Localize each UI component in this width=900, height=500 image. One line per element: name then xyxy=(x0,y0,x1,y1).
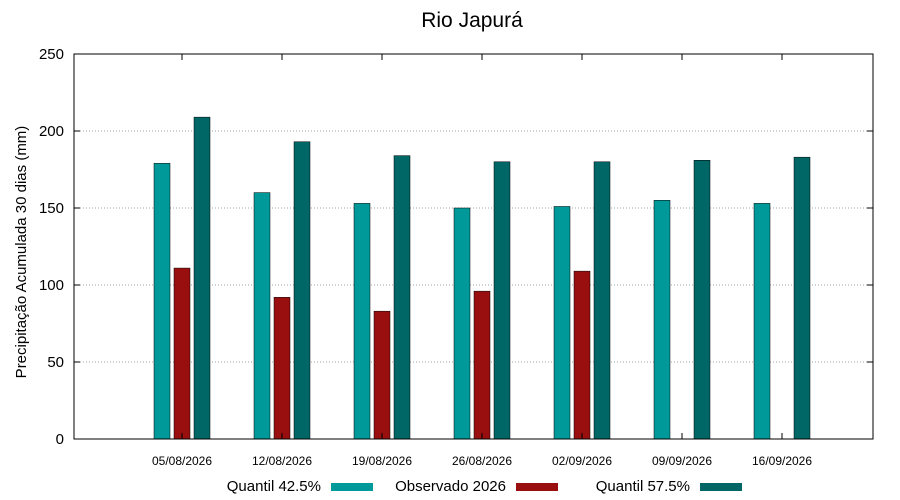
legend-swatch xyxy=(516,483,558,491)
x-tick-label: 16/09/2026 xyxy=(752,454,812,468)
bar-quantil-57-5--2 xyxy=(393,155,411,440)
y-tick-label: 150 xyxy=(39,200,64,217)
legend-label: Quantil 57.5% xyxy=(596,478,690,495)
plot-frame xyxy=(73,53,874,440)
bar-observado-2026-1 xyxy=(273,297,291,440)
bar-quantil-57-5--6 xyxy=(793,156,811,440)
axes: 0 50 100 150 200 250 05/08/2026 12/08/2026 19/08… xyxy=(39,46,873,468)
bar-quantil-42-5--1 xyxy=(253,192,271,440)
legend-swatch xyxy=(331,483,373,491)
x-tick-label: 05/08/2026 xyxy=(152,454,212,468)
bar-observado-2026-0 xyxy=(173,267,191,440)
bar-quantil-42-5--4 xyxy=(553,206,571,440)
bar-quantil-57-5--5 xyxy=(693,160,711,440)
bar-observado-2026-2 xyxy=(373,310,391,440)
y-tick-label: 50 xyxy=(47,354,64,371)
x-tick-label: 02/09/2026 xyxy=(552,454,612,468)
x-tick-label: 12/08/2026 xyxy=(252,454,312,468)
bar-quantil-42-5--0 xyxy=(153,163,171,440)
x-tick-label: 19/08/2026 xyxy=(352,454,412,468)
x-tick-label: 09/09/2026 xyxy=(652,454,712,468)
bar-quantil-42-5--3 xyxy=(453,207,471,440)
y-tick-label: 250 xyxy=(39,46,64,63)
legend-swatch xyxy=(700,483,742,491)
y-tick-label: 0 xyxy=(56,431,64,448)
legend: Quantil 42.5% Observado 2026 Quantil 57.5% xyxy=(227,478,742,495)
bar-observado-2026-3 xyxy=(473,290,491,440)
bars xyxy=(153,116,811,440)
bar-quantil-42-5--6 xyxy=(753,203,771,440)
bar-quantil-57-5--1 xyxy=(293,141,311,440)
bar-quantil-57-5--3 xyxy=(493,161,511,440)
bar-observado-2026-4 xyxy=(573,270,591,440)
legend-label: Quantil 42.5% xyxy=(227,478,321,495)
x-tick-label: 26/08/2026 xyxy=(452,454,512,468)
legend-label: Observado 2026 xyxy=(395,478,506,495)
chart-title: Rio Japurá xyxy=(421,9,523,32)
bar-quantil-42-5--2 xyxy=(353,203,371,440)
bar-quantil-57-5--0 xyxy=(193,116,211,440)
y-tick-label: 100 xyxy=(39,277,64,294)
y-axis-label: Precipitação Acumulada 30 dias (mm) xyxy=(13,126,30,379)
bar-quantil-57-5--4 xyxy=(593,161,611,440)
grid-lines xyxy=(74,130,873,363)
bar-quantil-42-5--5 xyxy=(653,200,671,440)
y-tick-label: 200 xyxy=(39,123,64,140)
